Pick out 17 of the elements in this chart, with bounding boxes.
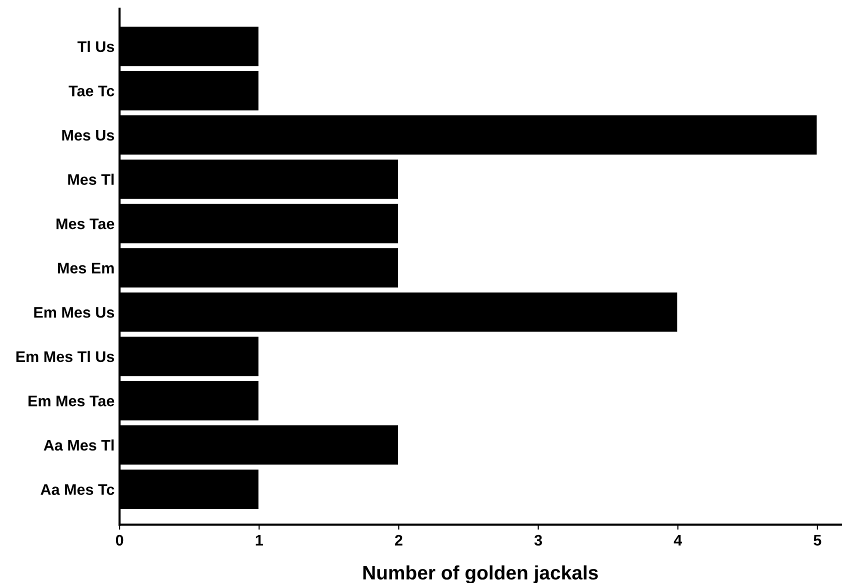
x-tick-label: 4 (674, 534, 682, 546)
y-tick-label: Mes Tl (68, 174, 114, 185)
y-tick-label: Tae Tc (68, 86, 114, 96)
y-tick-label: Mes Em (58, 262, 114, 274)
x-tick-label: 2 (394, 534, 402, 546)
y-tick-label: Em Mes Tl Us (16, 350, 114, 362)
y-tick-label: Em Mes Us (34, 307, 114, 318)
y-tick-label: Aa Mes Tc (40, 484, 114, 495)
x-tick-label: 1 (256, 534, 263, 546)
y-tick-label: Aa Mes Tl (44, 439, 114, 451)
y-tick-label: Mes Tae (56, 218, 114, 230)
y-tick-label: Mes Us (62, 130, 114, 141)
x-tick-label: 0 (116, 534, 124, 546)
y-tick-label: Tl Us (78, 40, 114, 52)
y-tick-label: Em Mes Tae (28, 396, 114, 406)
x-tick-label: 3 (534, 534, 542, 546)
x-tick-label: 5 (814, 534, 822, 546)
